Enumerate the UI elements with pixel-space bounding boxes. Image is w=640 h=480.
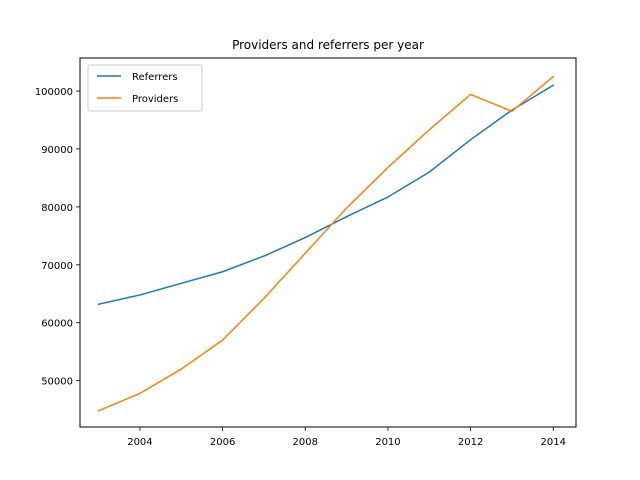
y-tick-label: 50000 <box>41 377 73 388</box>
series-line-referrers <box>97 84 555 306</box>
y-tick-label: 90000 <box>41 145 73 156</box>
legend: Referrers Providers <box>87 64 203 112</box>
x-tick-label: 2008 <box>293 437 318 448</box>
x-axis: 2004 2006 2008 2010 2012 2014 <box>127 427 566 448</box>
y-tick-label: 60000 <box>41 319 73 330</box>
plot-frame <box>79 57 577 428</box>
series-layer <box>97 75 555 412</box>
x-tick-label: 2006 <box>210 437 235 448</box>
series-line-providers <box>97 75 555 412</box>
y-tick-label: 70000 <box>41 261 73 272</box>
y-tick-label: 100000 <box>35 87 73 98</box>
y-tick-label: 80000 <box>41 203 73 214</box>
chart-title: Providers and referrers per year <box>232 38 424 52</box>
x-tick-label: 2010 <box>375 437 400 448</box>
y-axis: 50000 60000 70000 80000 90000 100000 <box>35 87 80 388</box>
x-tick-label: 2012 <box>458 437 483 448</box>
legend-label-referrers: Referrers <box>132 72 178 83</box>
x-tick-label: 2004 <box>127 437 152 448</box>
x-tick-label: 2014 <box>541 437 566 448</box>
legend-label-providers: Providers <box>132 94 178 105</box>
